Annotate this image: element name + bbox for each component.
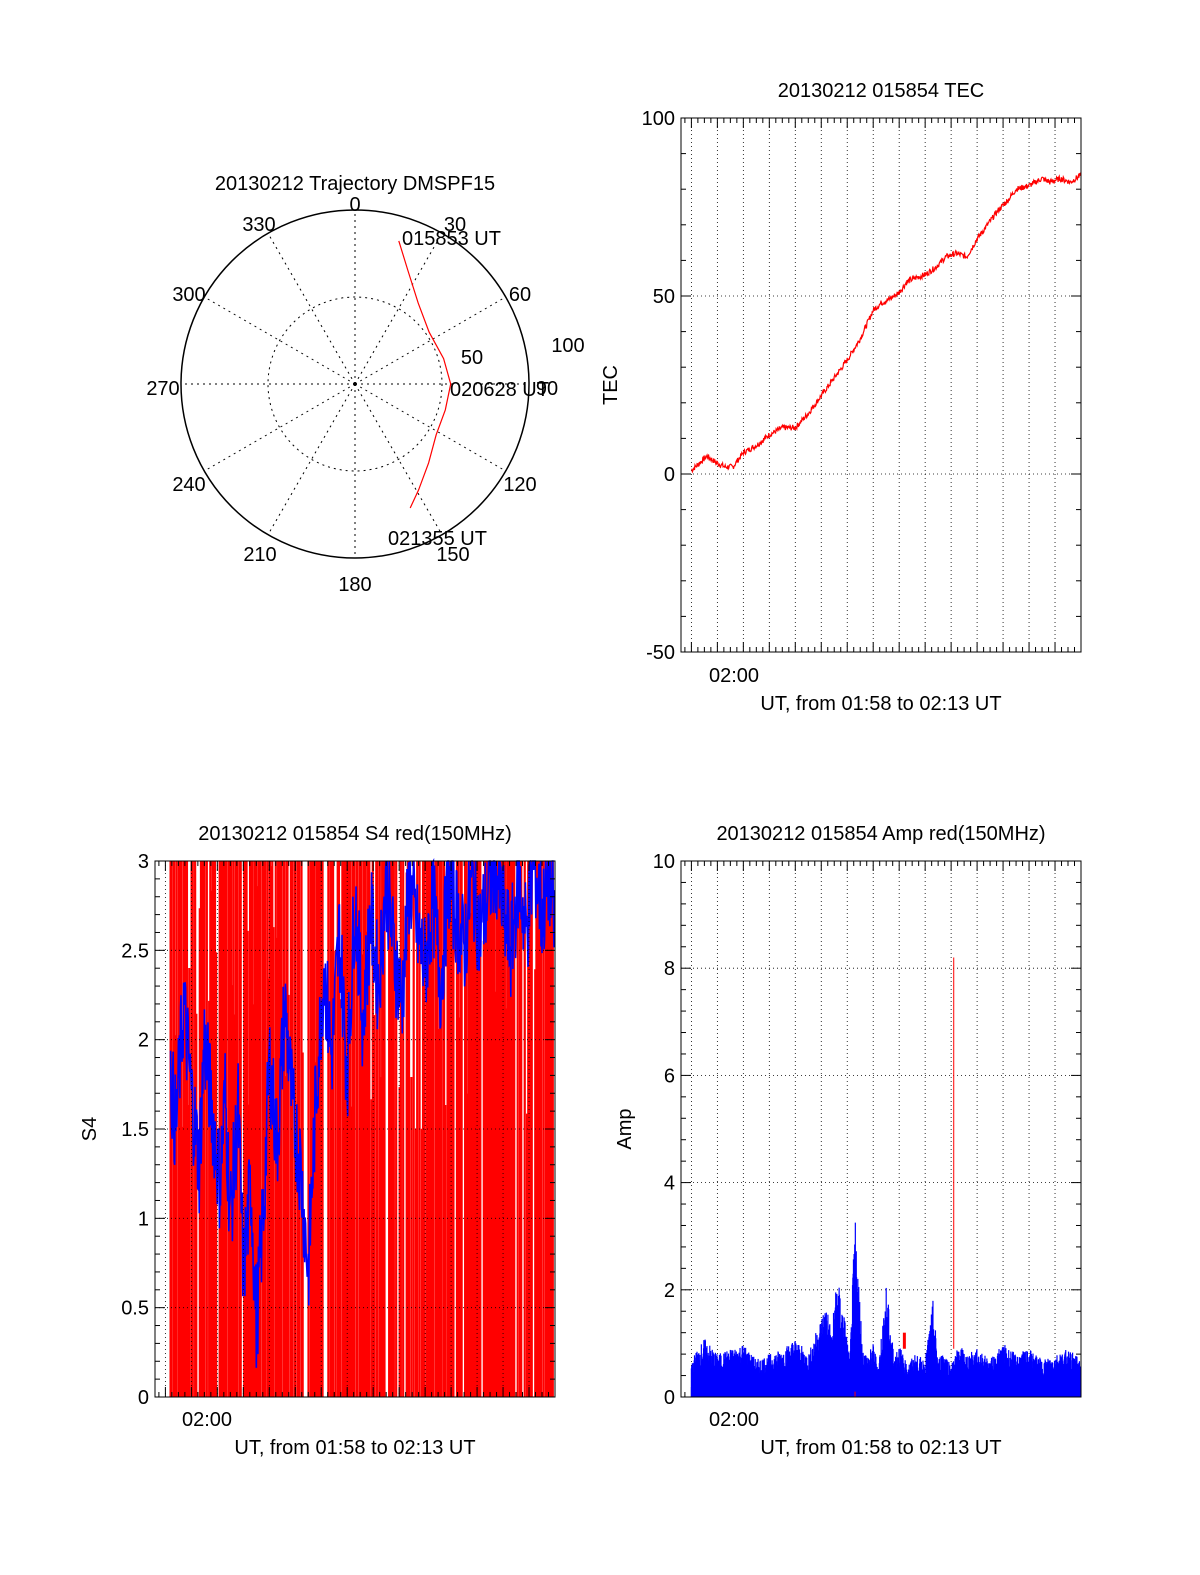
tec-grid (681, 117, 1082, 653)
ytick-label: 8 (664, 958, 675, 980)
ytick-label: 0 (664, 1387, 675, 1409)
ytick-label: 0 (138, 1387, 149, 1409)
polar-azimuth-label: 60 (509, 284, 531, 306)
amp-plot-frame (680, 860, 1082, 1398)
polar-azimuth-label: 240 (172, 474, 205, 496)
ytick-label: 10 (653, 851, 675, 873)
polar-azimuth-label: 270 (146, 378, 179, 400)
amp-title: 20130212 015854 Amp red(150MHz) (716, 823, 1045, 845)
ytick-label: 0 (664, 464, 675, 486)
ytick-label: 0.5 (121, 1298, 149, 1320)
s4-blue-series-line (169, 857, 556, 1368)
trajectory-end-label: 021355 UT (388, 528, 487, 550)
polar-spoke (354, 296, 506, 385)
amp-panel: 20130212 015854 Amp red(150MHz) 0246810 … (614, 823, 1082, 1459)
polar-azimuth-label: 120 (503, 474, 536, 496)
polar-spoke (267, 233, 356, 385)
amp-red-series (854, 957, 955, 1397)
tec-panel: 20130212 015854 TEC -50 0 50 100 02:00 UT, … (600, 80, 1082, 715)
ytick-label: -50 (646, 642, 675, 664)
tec-xtick-label: 02:00 (709, 665, 759, 687)
tec-series-line (690, 172, 1082, 474)
s4-ylabel: S4 (79, 1117, 101, 1141)
polar-azimuth-label: 210 (243, 544, 276, 566)
polar-azimuth-label: 330 (242, 214, 275, 236)
polar-radius-label-50: 50 (461, 347, 483, 369)
polar-azimuth-label: 150 (436, 544, 469, 566)
polar-azimuth-labels: 0 30 60 90 120 150 180 210 240 270 300 330 (146, 194, 558, 596)
ytick-label: 1 (138, 1208, 149, 1230)
amp-xlabel: UT, from 01:58 to 02:13 UT (760, 1437, 1001, 1459)
amp-ylabel: Amp (614, 1108, 636, 1149)
polar-azimuth-label: 90 (536, 378, 558, 400)
tec-plot-frame (680, 117, 1082, 653)
tec-ticks: -50 0 50 100 (642, 108, 1082, 664)
s4-ticks: 0 0.5 1 1.5 2 2.5 3 (121, 851, 556, 1409)
amp-xtick-label: 02:00 (709, 1409, 759, 1431)
polar-azimuth-label: 300 (172, 284, 205, 306)
trajectory-mid-label: 020628 UT (450, 379, 549, 401)
polar-panel: 20130212 Trajectory DMSPF15 0 30 60 90 120 15… (146, 173, 584, 596)
ytick-label: 50 (653, 286, 675, 308)
tec-ylabel: TEC (600, 365, 622, 405)
polar-ring-50 (267, 296, 443, 472)
amp-ticks: 0 2 4 6 8 10 (653, 851, 1082, 1409)
polar-spoke (204, 296, 356, 385)
ytick-label: 4 (664, 1173, 675, 1195)
s4-panel: 20130212 015854 S4 red(150MHz) 0 0.5 1 1.5 2… (79, 823, 556, 1459)
trajectory-start-label: 015853 UT (402, 228, 501, 250)
ytick-label: 3 (138, 851, 149, 873)
s4-plot-frame (154, 860, 556, 1398)
ytick-label: 2 (664, 1280, 675, 1302)
ytick-label: 6 (664, 1065, 675, 1087)
ytick-label: 1.5 (121, 1119, 149, 1141)
trajectory-line (398, 240, 452, 509)
ytick-label: 2 (138, 1030, 149, 1052)
polar-radius-label-100: 100 (551, 335, 584, 357)
polar-spoke (354, 383, 506, 472)
polar-grid (181, 210, 529, 558)
s4-title: 20130212 015854 S4 red(150MHz) (198, 823, 512, 845)
polar-azimuth-label: 180 (338, 574, 371, 596)
polar-title: 20130212 Trajectory DMSPF15 (215, 173, 495, 195)
tec-title: 20130212 015854 TEC (778, 80, 984, 102)
ytick-label: 2.5 (121, 940, 149, 962)
amp-grid (681, 860, 1082, 1398)
polar-azimuth-label: 0 (349, 194, 360, 216)
polar-outer-circle (180, 209, 530, 559)
polar-spoke (354, 233, 443, 385)
s4-xtick-label: 02:00 (182, 1409, 232, 1431)
amp-blue-series (690, 1222, 1082, 1397)
polar-spoke (267, 383, 356, 535)
ytick-label: 100 (642, 108, 675, 130)
polar-spoke (204, 383, 356, 472)
s4-xlabel: UT, from 01:58 to 02:13 UT (234, 1437, 475, 1459)
polar-azimuth-label: 30 (444, 214, 466, 236)
polar-spoke (354, 383, 443, 535)
tec-xlabel: UT, from 01:58 to 02:13 UT (760, 693, 1001, 715)
